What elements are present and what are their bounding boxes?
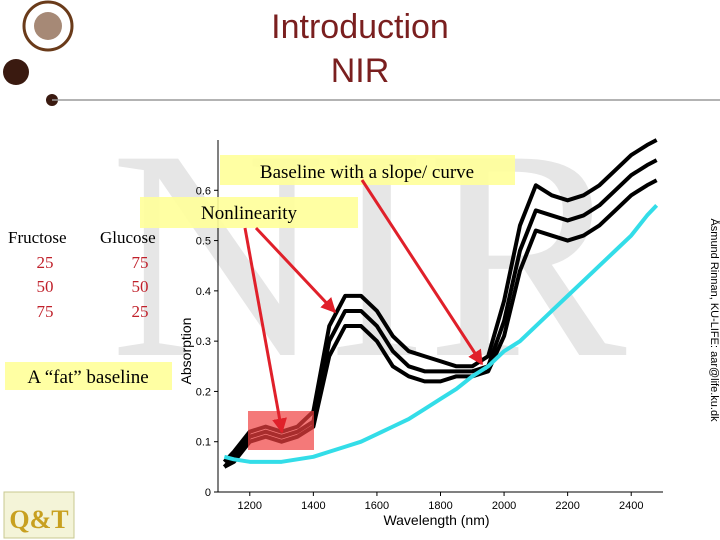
y-tick-label: 0.4 xyxy=(196,286,211,298)
x-tick-label: 1800 xyxy=(428,500,452,512)
table-cell: 50 xyxy=(132,277,149,296)
table-cell: 75 xyxy=(37,302,54,321)
x-tick-label: 1200 xyxy=(238,500,262,512)
watermark: NIR xyxy=(110,88,628,420)
callout: Nonlinearity xyxy=(201,203,298,224)
arrows xyxy=(243,179,484,434)
y-tick-label: 0.2 xyxy=(196,386,211,398)
x-tick-label: 2400 xyxy=(619,500,643,512)
callout-box xyxy=(140,197,358,228)
logo-box xyxy=(3,491,75,539)
y-tick-label: 0.5 xyxy=(196,236,211,248)
callout-box xyxy=(220,155,515,185)
table-header: Fructose xyxy=(8,228,67,247)
table-header: Glucose xyxy=(100,228,156,247)
decor-dot xyxy=(3,59,29,85)
composition-table: Fructose Glucose 25 75 50 50 75 25 xyxy=(8,228,156,321)
spectrum-line xyxy=(223,203,659,464)
y-tick-label: 0 xyxy=(205,487,211,499)
arrow xyxy=(360,179,484,366)
arrow xyxy=(254,226,337,314)
table-cell: 50 xyxy=(37,277,54,296)
x-tick-label: 2200 xyxy=(555,500,579,512)
title: Introduction xyxy=(271,8,449,46)
callout-box xyxy=(5,362,172,390)
callout: Baseline with a slope/ curve xyxy=(260,162,474,183)
logo: Q&T xyxy=(9,505,68,534)
y-tick-label: 0.6 xyxy=(196,185,211,197)
callout: A “fat” baseline xyxy=(27,367,148,388)
x-tick-label: 2000 xyxy=(492,500,516,512)
x-tick-label: 1600 xyxy=(365,500,389,512)
y-tick-label: 0.3 xyxy=(196,336,211,348)
x-tick-label: 1400 xyxy=(301,500,325,512)
university-logo xyxy=(22,0,74,52)
title: NIR xyxy=(331,52,390,90)
table-cell: 25 xyxy=(132,302,149,321)
arrow xyxy=(243,227,287,434)
y-tick-label: 0.1 xyxy=(196,437,211,449)
x-axis-label: Wavelength (nm) xyxy=(383,512,489,528)
table-cell: 25 xyxy=(37,253,54,272)
y-axis-label: Absorption xyxy=(178,318,194,385)
university-logo-center xyxy=(34,12,62,40)
credit: Åsmund Rinnan, KU-LIFE: aar@life.ku.dk xyxy=(708,218,720,422)
table-cell: 75 xyxy=(132,253,149,272)
